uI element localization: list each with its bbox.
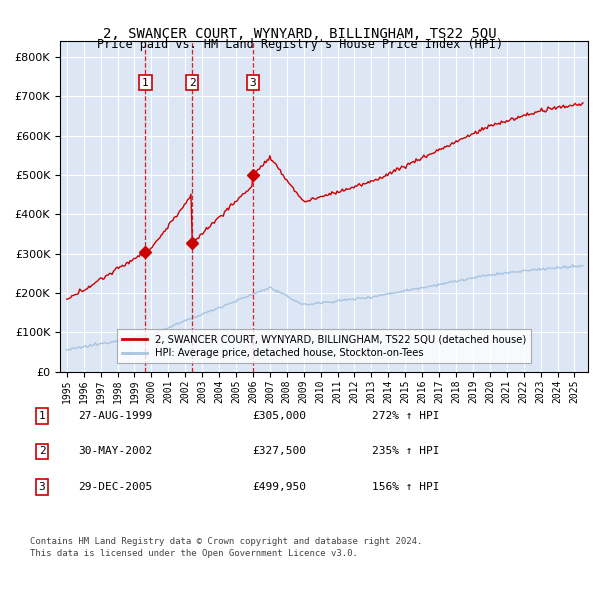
Text: 235% ↑ HPI: 235% ↑ HPI (372, 447, 439, 456)
Text: 2: 2 (189, 78, 196, 87)
Text: Contains HM Land Registry data © Crown copyright and database right 2024.: Contains HM Land Registry data © Crown c… (30, 537, 422, 546)
Text: 27-AUG-1999: 27-AUG-1999 (78, 411, 152, 421)
Text: £305,000: £305,000 (252, 411, 306, 421)
Text: £327,500: £327,500 (252, 447, 306, 456)
Text: This data is licensed under the Open Government Licence v3.0.: This data is licensed under the Open Gov… (30, 549, 358, 558)
Text: 30-MAY-2002: 30-MAY-2002 (78, 447, 152, 456)
Text: £499,950: £499,950 (252, 482, 306, 491)
Text: 272% ↑ HPI: 272% ↑ HPI (372, 411, 439, 421)
Text: 1: 1 (142, 78, 149, 87)
Text: Price paid vs. HM Land Registry's House Price Index (HPI): Price paid vs. HM Land Registry's House … (97, 38, 503, 51)
Text: 156% ↑ HPI: 156% ↑ HPI (372, 482, 439, 491)
Text: 1: 1 (38, 411, 46, 421)
Text: 3: 3 (250, 78, 256, 87)
Text: 2: 2 (38, 447, 46, 456)
Text: 29-DEC-2005: 29-DEC-2005 (78, 482, 152, 491)
Text: 3: 3 (38, 482, 46, 491)
Text: 2, SWANCER COURT, WYNYARD, BILLINGHAM, TS22 5QU: 2, SWANCER COURT, WYNYARD, BILLINGHAM, T… (103, 27, 497, 41)
Legend: 2, SWANCER COURT, WYNYARD, BILLINGHAM, TS22 5QU (detached house), HPI: Average p: 2, SWANCER COURT, WYNYARD, BILLINGHAM, T… (117, 329, 531, 363)
